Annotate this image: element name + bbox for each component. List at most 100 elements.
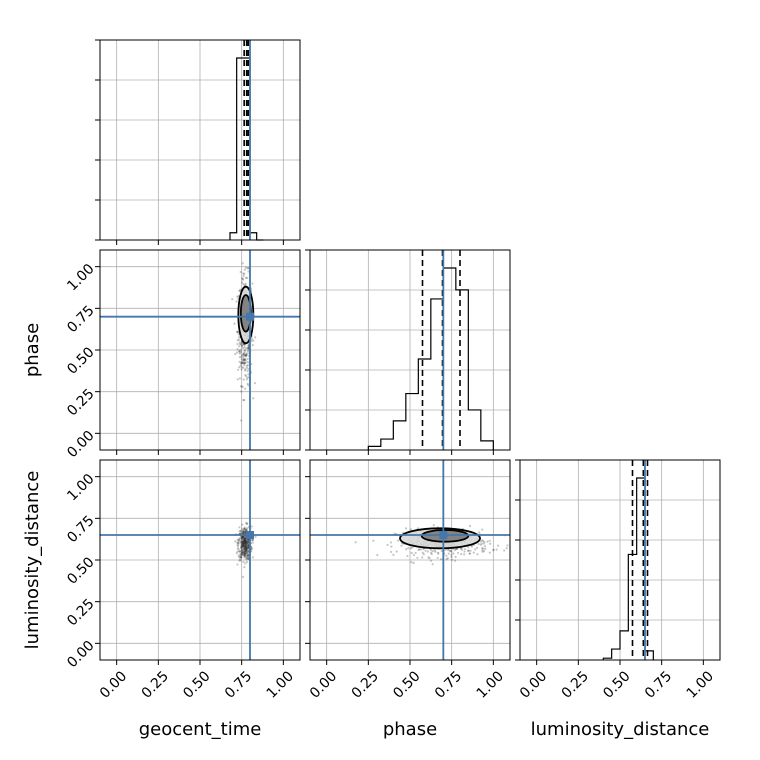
scatter-point: [239, 364, 242, 368]
scatter-point: [242, 356, 245, 360]
scatter-point: [448, 549, 451, 552]
scatter-point: [242, 540, 245, 543]
scatter-point: [241, 360, 244, 363]
scatter-point: [421, 551, 424, 554]
scatter-point: [244, 547, 248, 550]
scatter-point: [240, 358, 243, 361]
scatter-point: [235, 351, 239, 354]
scatter-point: [241, 540, 245, 544]
scatter-point: [246, 554, 249, 557]
scatter-point: [244, 542, 247, 545]
scatter-point: [239, 342, 242, 346]
scatter-point: [410, 551, 413, 555]
scatter-point: [243, 547, 247, 550]
scatter-point: [253, 381, 257, 385]
scatter-point: [386, 543, 389, 547]
scatter-point: [243, 369, 247, 372]
scatter-point: [244, 347, 248, 350]
scatter-point: [245, 353, 248, 356]
scatter-point: [238, 537, 241, 540]
scatter-point: [242, 535, 245, 538]
scatter-point: [246, 557, 249, 560]
scatter-point: [496, 544, 500, 547]
scatter-point: [243, 552, 246, 556]
panel-2d-geocent_time-phase: 0.00 0.25 0.50 0.75 1.00: [64, 249, 301, 461]
scatter-point: [245, 355, 248, 358]
x-axis-label-luminosity_distance: luminosity_distance: [531, 719, 710, 740]
scatter-point: [251, 539, 254, 542]
scatter-point: [480, 542, 483, 545]
scatter-point: [241, 362, 244, 365]
scatter-point: [246, 555, 249, 558]
scatter-point: [243, 344, 246, 347]
scatter-point: [243, 554, 246, 557]
x-tick-label: 1.00: [684, 668, 717, 701]
scatter-point: [238, 289, 241, 293]
scatter-point: [244, 540, 247, 543]
scatter-point: [245, 542, 248, 546]
scatter-point: [244, 549, 247, 553]
scatter-point: [243, 527, 246, 530]
scatter-point: [243, 349, 246, 352]
scatter-point: [245, 547, 248, 550]
scatter-point: [241, 527, 244, 530]
scatter-point: [245, 551, 248, 554]
scatter-point: [245, 542, 248, 545]
scatter-point: [244, 349, 247, 352]
scatter-point: [247, 540, 250, 543]
scatter-point: [238, 556, 241, 559]
scatter-point: [241, 535, 245, 538]
scatter-point: [240, 390, 243, 393]
scatter-point: [247, 553, 250, 556]
scatter-point: [460, 552, 463, 556]
scatter-point: [240, 385, 243, 388]
scatter-point: [439, 558, 443, 561]
scatter-point: [244, 368, 247, 371]
scatter-point: [247, 345, 250, 348]
scatter-point: [454, 559, 457, 562]
scatter-point: [450, 550, 453, 553]
scatter-point: [251, 343, 254, 347]
scatter-point: [241, 281, 244, 284]
scatter-point: [245, 548, 248, 551]
scatter-point: [242, 547, 245, 550]
scatter-point: [238, 289, 242, 292]
scatter-point: [241, 551, 244, 554]
scatter-point: [424, 549, 427, 552]
scatter-point: [467, 549, 470, 552]
scatter-point: [244, 539, 247, 542]
scatter-point: [453, 548, 456, 552]
scatter-point: [243, 546, 246, 549]
scatter-point: [242, 540, 245, 543]
scatter-point: [244, 361, 247, 365]
scatter-point: [241, 537, 244, 540]
scatter-point: [450, 558, 454, 561]
scatter-point: [238, 559, 241, 562]
y-tick-label: 0.50: [64, 344, 97, 377]
scatter-point: [246, 545, 250, 548]
scatter-point: [242, 544, 245, 547]
scatter-point: [242, 539, 245, 542]
scatter-point: [241, 550, 244, 553]
scatter-point: [241, 575, 245, 578]
scatter-point: [427, 556, 430, 559]
scatter-point: [483, 545, 487, 548]
scatter-point: [410, 561, 413, 564]
scatter-point: [245, 364, 248, 367]
scatter-point: [243, 556, 246, 559]
scatter-point: [241, 553, 244, 556]
scatter-point: [476, 553, 479, 556]
scatter-point: [492, 548, 495, 551]
scatter-point: [412, 561, 415, 564]
scatter-point: [240, 361, 243, 365]
scatter-point: [240, 542, 244, 545]
scatter-point: [238, 550, 241, 553]
scatter-point: [237, 295, 240, 298]
scatter-point: [245, 540, 248, 543]
scatter-point: [407, 547, 410, 550]
scatter-point: [244, 556, 247, 559]
scatter-point: [243, 542, 246, 545]
scatter-point: [236, 331, 239, 334]
scatter-point: [244, 551, 247, 554]
